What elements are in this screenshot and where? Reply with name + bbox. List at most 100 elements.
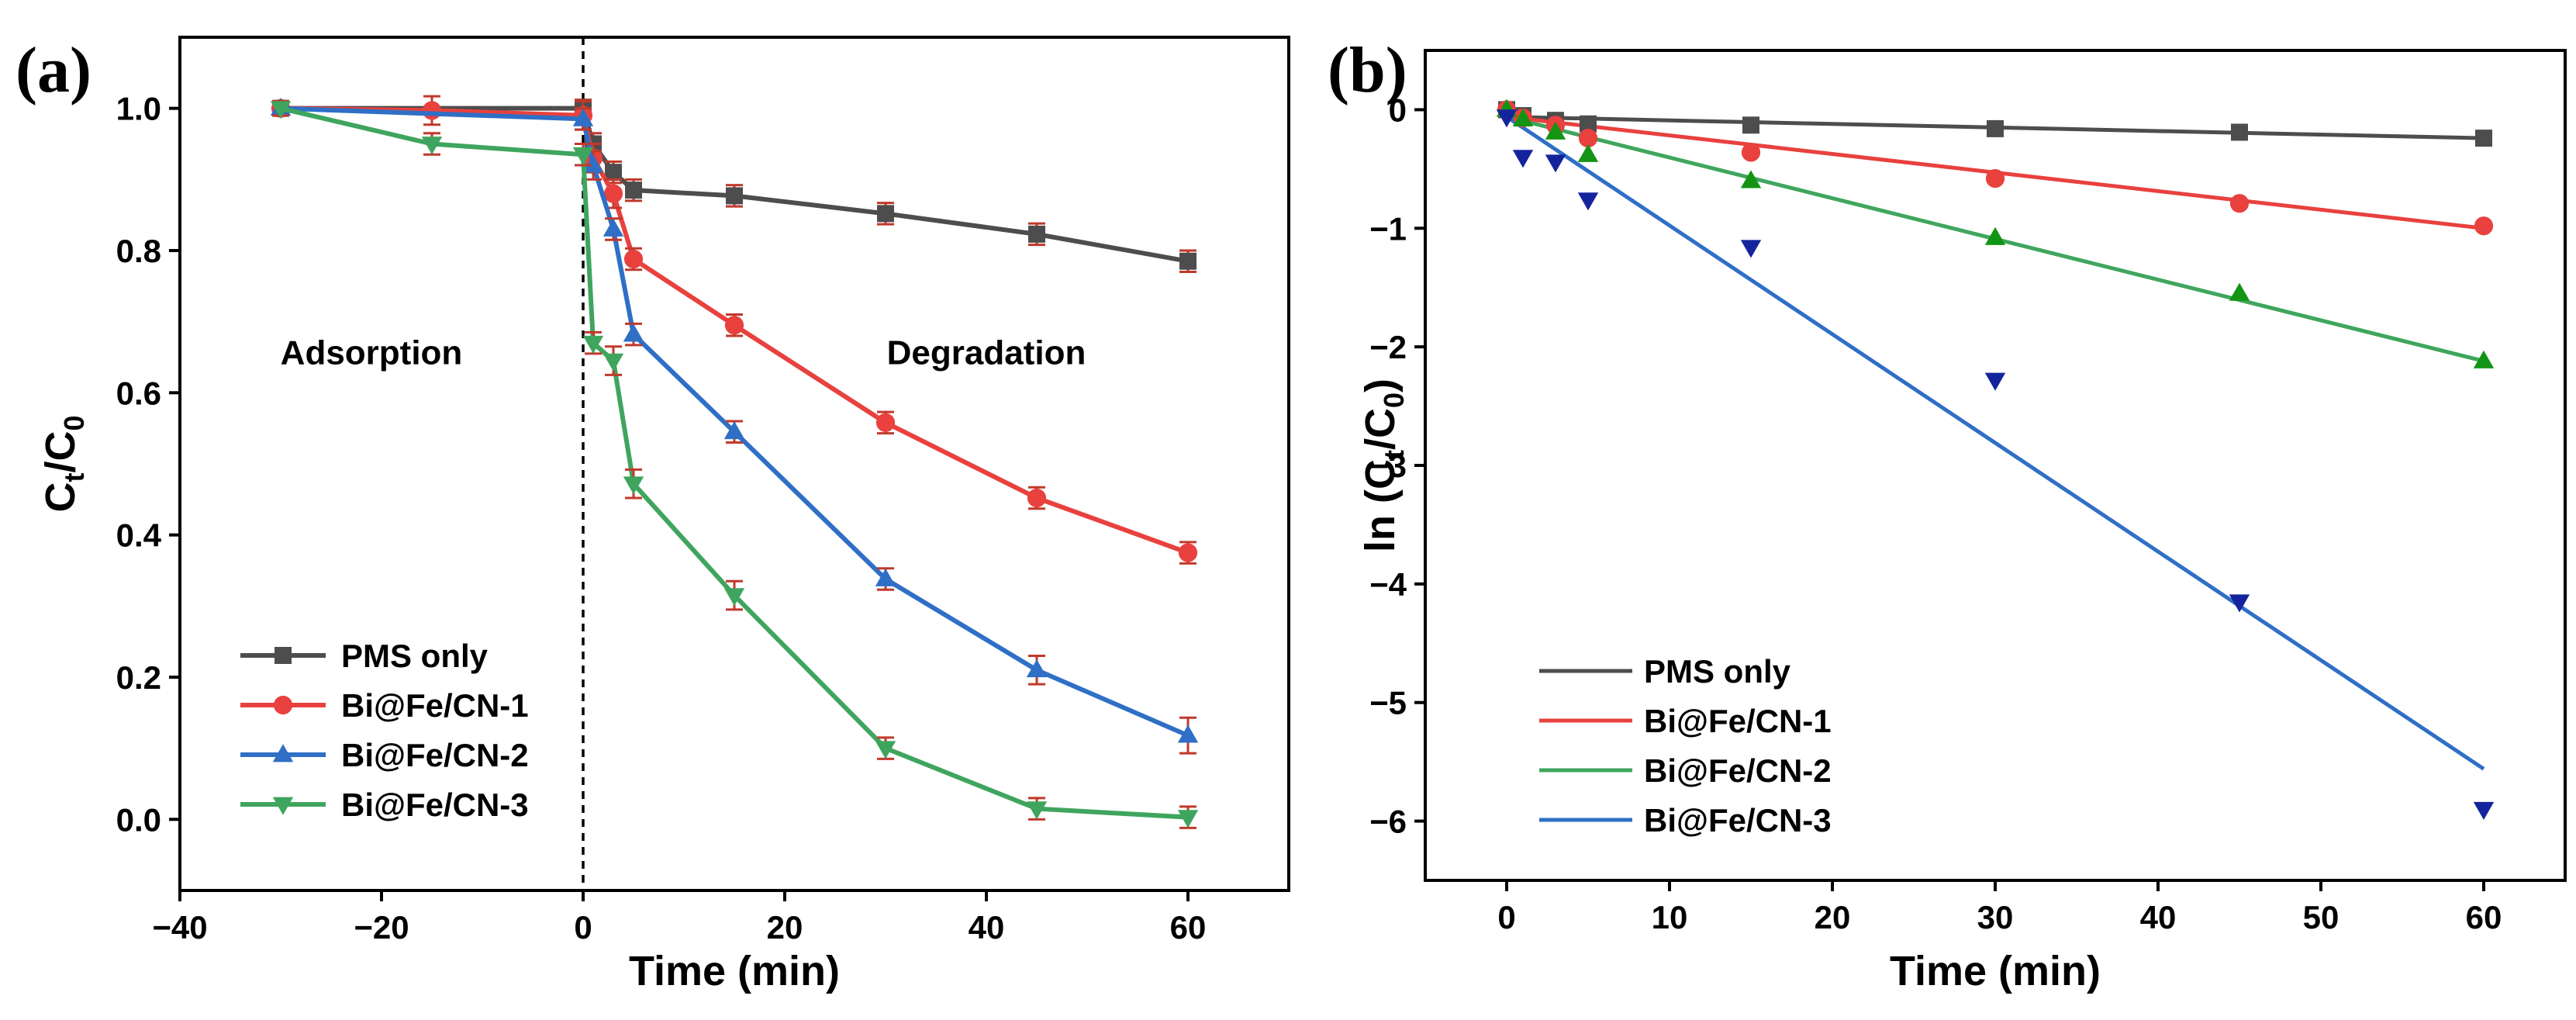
panel-a-y-ticks: 0.0 0.2 0.4 0.6 0.8 1.0 [116,91,180,838]
panel-a-x-tick-label: 40 [969,909,1005,946]
data-point-bi-fe-cn-3 [572,147,594,165]
data-point-bi-fe-cn-2 [1740,170,1762,188]
data-point-bi-fe-cn-1 [1741,143,1761,162]
panel-b-y-tick-label: −6 [1369,804,1407,840]
data-point-bi-fe-cn-1 [724,316,744,335]
data-point-bi-fe-cn-3 [1026,801,1048,820]
data-point-bi-fe-cn-3 [1740,240,1762,258]
panel-a: (a) Adsorption Degradation −40 −20 0 20 40 60 … [16,34,1290,994]
data-point-bi-fe-cn-1 [1985,168,2005,188]
panel-b-x-tick-label: 30 [1977,899,2014,935]
legend-marker-bi-fe-cn-3 [272,797,294,815]
data-point-bi-fe-cn-1 [422,101,442,120]
data-point-bi-fe-cn-2 [2229,282,2250,301]
panel-a-frame [178,36,1290,892]
series-line-bi-fe-cn-1 [280,105,1190,555]
data-point-bi-fe-cn-2 [572,108,594,126]
data-point-bi-fe-cn-3 [2229,594,2250,613]
data-point-bi-fe-cn-3 [1496,109,1518,128]
panel-a-x-tick-label: 60 [1170,909,1207,946]
data-point-bi-fe-cn-2 [723,421,745,440]
annotation-adsorption: Adsorption [281,334,463,372]
panel-a-x-axis-title: Time (min) [629,948,840,994]
data-point-bi-fe-cn-2 [1177,724,1199,743]
panel-b-x-tick-label: 50 [2303,899,2339,935]
data-point-bi-fe-cn-1 [1027,488,1047,508]
data-point-bi-fe-cn-2 [1545,121,1566,140]
legend-label-bi-fe-cn-1: Bi@Fe/CN-1 [1644,703,1832,739]
panel-b-x-axis-title: Time (min) [1890,948,2101,994]
data-point-pms-only [625,182,642,199]
panel-a-y-tick-label: 1.0 [116,91,161,127]
data-point-bi-fe-cn-2 [875,568,896,586]
data-point-bi-fe-cn-3 [582,335,604,354]
data-point-bi-fe-cn-3 [1577,192,1599,211]
panel-b: (b) 0 10 20 30 40 50 60 0 −1 −2 −3 −4 −5 −6 Time (mi… [1328,34,2567,994]
panel-b-legend: PMS only Bi@Fe/CN-1 Bi@Fe/CN-2 Bi@Fe/CN-3 [1539,653,1832,838]
panel-b-x-tick-label: 60 [2466,899,2502,935]
data-point-bi-fe-cn-3 [1984,372,2006,391]
panel-b-y-tick-label: −4 [1369,566,1407,603]
data-point-pms-only [726,187,743,205]
data-point-pms-only [2475,130,2492,147]
legend-label-bi-fe-cn-3: Bi@Fe/CN-3 [1644,802,1832,838]
data-point-pms-only [1742,116,1759,134]
data-point-pms-only [2231,123,2248,141]
series-line-bi-fe-cn-3 [280,105,1189,820]
data-point-bi-fe-cn-3 [2473,801,2495,821]
panel-a-y-tick-label: 0.0 [116,801,161,838]
legend-marker-bi-fe-cn-1 [273,695,293,715]
data-point-bi-fe-cn-1 [2474,216,2494,236]
panel-a-label: (a) [16,34,92,106]
panel-a-x-tick-label: −40 [152,909,207,946]
data-point-bi-fe-cn-3 [723,588,745,607]
panel-b-y-tick-label: −2 [1369,329,1407,365]
legend-label-bi-fe-cn-2: Bi@Fe/CN-2 [341,737,529,773]
fit-line-bi-fe-cn-3 [1505,115,2485,771]
data-point-bi-fe-cn-3 [1545,154,1566,173]
panel-b-y-tick-label: −1 [1369,210,1407,247]
panel-a-x-tick-label: 20 [767,909,803,946]
panel-b-y-ticks: 0 −1 −2 −3 −4 −5 −6 [1369,92,1425,840]
data-point-bi-fe-cn-2 [1512,108,1534,127]
legend-label-bi-fe-cn-3: Bi@Fe/CN-3 [341,787,529,823]
data-point-pms-only [877,205,894,223]
legend-label-pms-only: PMS only [1644,653,1791,690]
panel-a-plot-area: Adsorption Degradation [270,37,1199,890]
data-point-bi-fe-cn-3 [603,353,624,372]
data-point-bi-fe-cn-3 [623,476,644,495]
data-point-bi-fe-cn-3 [875,741,896,759]
legend-label-bi-fe-cn-1: Bi@Fe/CN-1 [341,687,529,724]
data-point-bi-fe-cn-1 [875,413,896,432]
data-point-bi-fe-cn-2 [1984,226,2006,245]
data-point-bi-fe-cn-1 [1578,129,1598,148]
data-point-bi-fe-cn-2 [2473,350,2495,368]
data-point-bi-fe-cn-2 [582,154,604,173]
panel-b-y-tick-label: 0 [1389,92,1407,128]
panel-a-x-tick-label: −20 [354,909,409,946]
panel-a-legend: PMS only Bi@Fe/CN-1 Bi@Fe/CN-2 Bi@Fe/CN-3 [240,638,529,823]
data-point-bi-fe-cn-3 [270,101,292,119]
legend-marker-bi-fe-cn-2 [272,744,294,762]
legend-label-bi-fe-cn-2: Bi@Fe/CN-2 [1644,752,1832,789]
panel-a-y-tick-label: 0.4 [116,517,162,554]
panel-a-y-tick-label: 0.6 [116,375,161,411]
data-point-bi-fe-cn-2 [1577,143,1599,162]
data-point-pms-only [1580,115,1597,133]
data-point-pms-only [1987,119,2004,137]
panel-b-y-axis-title: ln (Ct/C0) [1357,379,1410,552]
panel-b-y-tick-label: −5 [1369,685,1407,721]
data-point-bi-fe-cn-2 [1026,659,1048,678]
legend-marker-pms-only [275,647,292,664]
data-point-pms-only [1028,225,1045,243]
panel-a-y-tick-label: 0.2 [116,659,161,696]
data-point-bi-fe-cn-1 [603,184,623,203]
data-point-bi-fe-cn-1 [1178,543,1198,562]
data-point-bi-fe-cn-1 [2229,194,2250,213]
panel-b-x-tick-label: 10 [1652,899,1688,935]
data-point-bi-fe-cn-3 [1177,810,1199,828]
panel-b-x-tick-label: 20 [1815,899,1851,935]
panel-b-label: (b) [1328,34,1407,106]
data-point-pms-only [1179,252,1196,270]
